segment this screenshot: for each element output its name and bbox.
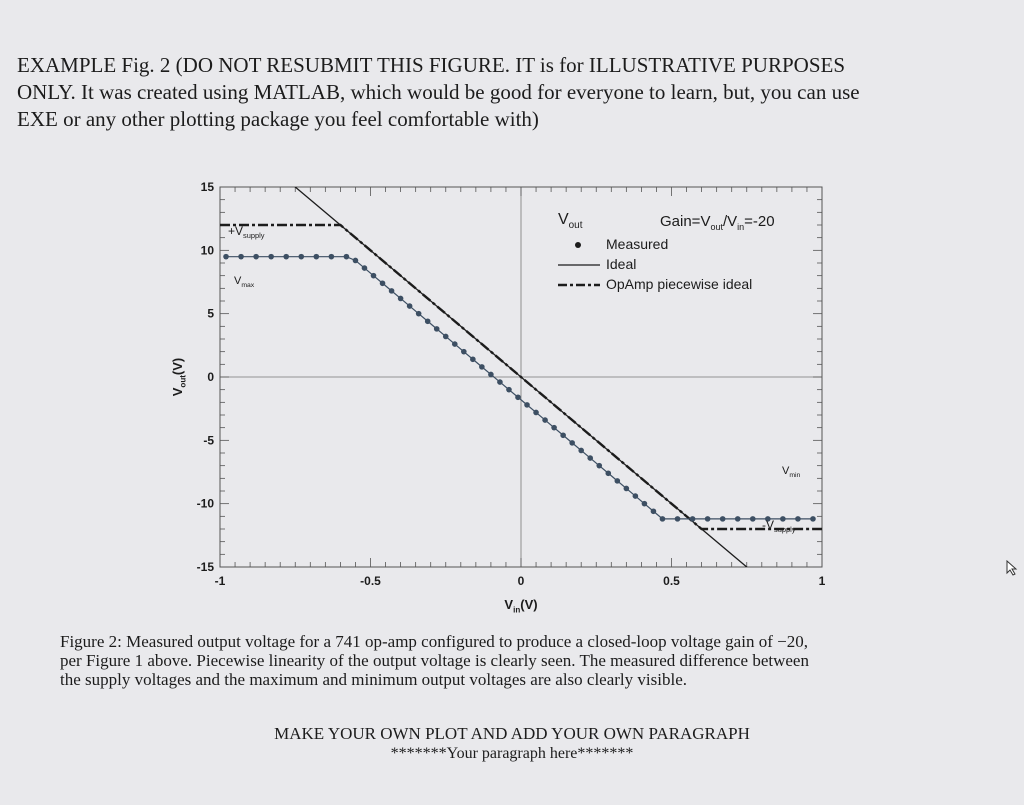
measured-point (442, 333, 449, 340)
measured-point (704, 516, 711, 522)
measured-point (765, 516, 771, 522)
measured-point (313, 253, 320, 260)
x-tick-label: 0 (518, 574, 525, 588)
measured-point (433, 326, 440, 332)
measured-point (810, 516, 816, 522)
measured-point (488, 371, 494, 378)
legend-measured-marker (575, 242, 581, 248)
legend-title: Vout (558, 211, 583, 231)
y-tick-label: -15 (197, 560, 215, 574)
measured-point (623, 485, 630, 492)
measured-point (379, 280, 386, 287)
measured-point (569, 440, 575, 446)
measured-point (361, 265, 368, 271)
measured-point (470, 356, 476, 363)
y-tick-label: 10 (201, 243, 215, 257)
measured-point (415, 310, 422, 317)
measured-point (719, 516, 726, 522)
measured-point (223, 253, 229, 260)
measured-point (689, 516, 696, 522)
vmin-label: Vmin (782, 465, 801, 479)
measured-point (343, 253, 350, 260)
measured-point (533, 409, 539, 416)
measured-point (749, 516, 756, 522)
measured-point (734, 516, 741, 522)
measured-point (674, 516, 681, 522)
x-tick-label: 1 (819, 574, 826, 588)
measured-point (253, 253, 259, 260)
measured-point (659, 516, 666, 522)
measured-point (397, 295, 404, 302)
vmax-label: Vmax (234, 275, 255, 289)
vsupply-pos-label: +Vsupply (228, 224, 265, 240)
measured-line (226, 256, 813, 520)
measured-point (406, 303, 413, 309)
vout-vs-vin-chart: -1 -0.5 0 0.5 1 15 10 5 0 -5 -10 -15 Vin(V) Vout(V) V… (170, 180, 826, 614)
measured-point (560, 432, 566, 439)
opamp-piecewise-line (220, 223, 822, 531)
measured-point (542, 417, 548, 423)
chart-ticks: -1 -0.5 0 0.5 1 15 10 5 0 -5 -10 -15 Vin(V) Vout(V) (170, 180, 826, 614)
make-your-own-instruction: MAKE YOUR OWN PLOT AND ADD YOUR OWN PARA… (274, 724, 750, 743)
measured-point (497, 379, 503, 385)
measured-point (268, 253, 274, 260)
measured-point (650, 508, 657, 515)
vsupply-neg-label: -Vsupply (762, 518, 796, 534)
x-tick-label: -0.5 (360, 574, 381, 588)
caption-line-2: per Figure 1 above. Piecewise linearity … (60, 651, 809, 670)
legend-entry-label: OpAmp piecewise ideal (606, 276, 752, 292)
header-line-3: EXE or any other plotting package you fe… (17, 107, 539, 131)
y-tick-label: 15 (201, 180, 215, 194)
x-axis-label: Vin(V) (504, 597, 537, 614)
measured-point (524, 402, 530, 408)
legend-entry-label: Measured (606, 236, 668, 252)
y-tick-label: -10 (197, 497, 215, 511)
measured-point (283, 253, 290, 260)
measured-point (352, 257, 359, 264)
y-tick-label: -5 (203, 433, 214, 447)
header-line-1: EXAMPLE Fig. 2 (DO NOT RESUBMIT THIS FIG… (17, 53, 846, 77)
measured-point (238, 253, 244, 260)
measured-point (614, 478, 621, 484)
measured-point (479, 364, 485, 370)
measured-point (596, 462, 603, 469)
y-axis-label: Vout(V) (170, 358, 187, 397)
chart-legend: Vout Gain=Vout/Vin=-20 Measured Ideal OpAmp … (558, 211, 775, 292)
measured-point (605, 470, 612, 477)
measured-point (578, 447, 584, 454)
y-tick-label: 5 (207, 307, 214, 321)
measured-points (223, 253, 816, 522)
measured-point (328, 253, 335, 260)
figure-caption: Figure 2: Measured output voltage for a … (60, 632, 960, 689)
legend-gain-label: Gain=Vout/Vin=-20 (660, 213, 775, 232)
chart-annotations: +Vsupply Vmax Vmin -Vsupply (228, 224, 801, 534)
measured-point (506, 386, 512, 393)
measured-point (424, 318, 431, 325)
measured-point (795, 516, 801, 522)
instruction-header: EXAMPLE Fig. 2 (DO NOT RESUBMIT THIS FIG… (17, 52, 977, 133)
measured-point (641, 500, 648, 507)
measured-point (451, 341, 458, 347)
paragraph-placeholder: *******Your paragraph here******* (390, 745, 634, 762)
caption-line-3: the supply voltages and the maximum and … (60, 670, 687, 689)
header-line-2: ONLY. It was created using MATLAB, which… (17, 80, 860, 104)
pointer-cursor-icon (1006, 560, 1018, 576)
measured-point (461, 348, 467, 355)
measured-point (587, 455, 594, 461)
measured-point (632, 493, 639, 499)
measured-point (780, 516, 786, 522)
measured-point (298, 253, 305, 260)
y-tick-label: 0 (207, 370, 214, 384)
caption-line-1: Figure 2: Measured output voltage for a … (60, 632, 808, 651)
measured-point (388, 288, 395, 294)
legend-entry-label: Ideal (606, 256, 636, 272)
measured-point (551, 424, 557, 431)
measured-point (515, 394, 521, 401)
x-tick-label: 0.5 (663, 574, 680, 588)
x-tick-label: -1 (215, 574, 226, 588)
measured-point (370, 272, 377, 279)
chart-lines (220, 187, 822, 567)
